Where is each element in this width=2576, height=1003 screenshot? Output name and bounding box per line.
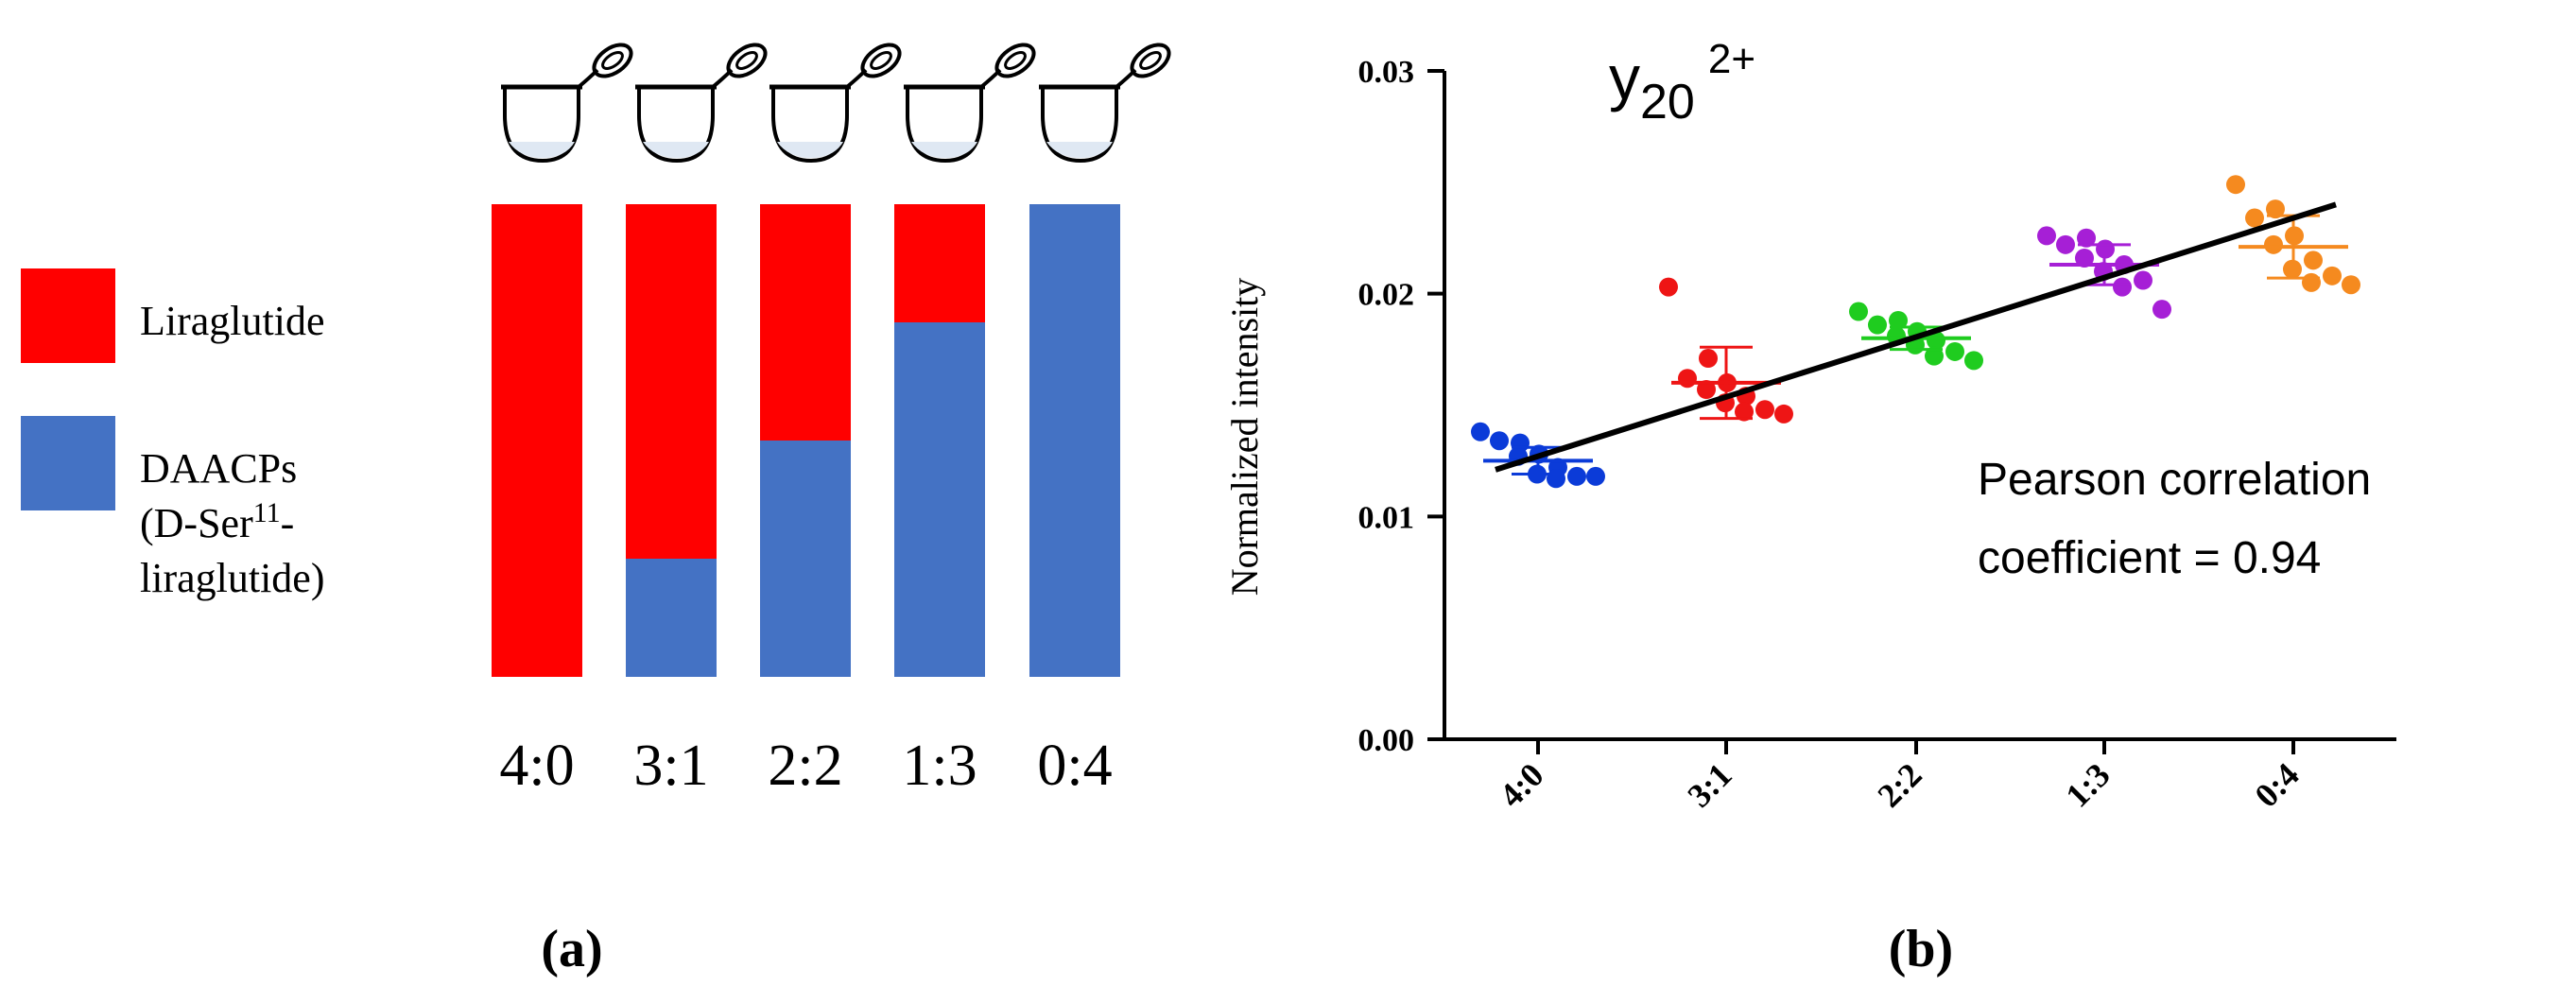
tube-liquid [911,142,977,158]
tube-body [637,87,715,164]
data-point [2264,234,2283,254]
stacked-bars [492,204,1120,677]
data-point [2302,272,2321,292]
tube-liquid [509,142,575,158]
legend-label-daacps: DAACPs (D-Ser11- liraglutide) [140,445,325,601]
plot-area-b [1471,175,2360,489]
data-point [1774,404,1793,424]
bar-category-label: 3:1 [633,734,708,798]
data-point [1678,369,1697,389]
tube-cap-outer [994,43,1036,78]
data-point [1945,341,1964,361]
x-tick-label: 3:1 [1680,755,1738,814]
tube-body [1041,87,1118,164]
data-point [2134,270,2152,290]
y-tick-label: 0.02 [1358,278,1415,313]
y-tick-label: 0.00 [1358,723,1415,758]
data-point [1567,466,1586,486]
bar-segment-daacps [760,441,851,677]
tube-icon [769,43,902,164]
tube-cap-inner [601,51,624,70]
bar-segment-liraglutide [894,204,985,322]
y-axis-label: Normalized intensity [1223,278,1266,597]
tube-body [503,87,580,164]
data-point [1755,400,1774,420]
bar-segment-daacps [894,322,985,677]
data-point [1547,469,1565,489]
bar-segment-liraglutide [760,204,851,441]
tube-liquid [643,142,709,158]
regression-line [1495,201,2337,473]
y-tick-label: 0.03 [1358,55,1415,90]
tube-cap-inner [870,51,892,70]
panel-label-a: (a) [541,920,602,978]
tube-row [501,43,1171,164]
data-point [2075,248,2094,268]
x-tick-label: 1:3 [2058,755,2117,814]
data-point [1471,422,1490,441]
panel-label-b: (b) [1889,920,1953,978]
data-point [2266,199,2285,219]
legend-swatch-daacps [21,416,115,510]
bar-segment-liraglutide [492,204,582,677]
tube-body [906,87,983,164]
legend-a: Liraglutide DAACPs (D-Ser11- liraglutide… [21,268,325,601]
data-point [2323,266,2342,285]
axes-b: 0.00 0.01 0.02 0.03 4:0 3:1 2:2 1:3 0:4 [1358,55,2396,815]
data-point [1586,466,1605,486]
tube-cap-outer [592,43,633,78]
data-point [2037,226,2056,246]
data-point [2226,175,2245,195]
bar-segment-daacps [1029,204,1120,677]
data-point [1849,302,1868,321]
tube-cap-outer [1130,43,1171,78]
pearson-annotation: Pearson correlation coefficient = 0.94 [1978,455,2384,583]
tube-icon [635,43,768,164]
tube-icon [904,43,1036,164]
data-point [2077,228,2096,248]
data-point [1490,431,1509,451]
bar-category-label: 1:3 [902,734,977,798]
tube-liquid [777,142,843,158]
bar-category-label: 4:0 [499,734,574,798]
legend-swatch-liraglutide [21,268,115,363]
data-point [1925,346,1944,366]
tube-cap-outer [860,43,902,78]
data-point [2056,234,2075,254]
x-tick-label: 2:2 [1870,755,1928,814]
tube-icon [501,43,633,164]
data-point [1889,310,1908,330]
data-point [2113,277,2132,297]
tube-body [771,87,849,164]
tube-cap-inner [1004,51,1027,70]
x-tick-label: 0:4 [2247,755,2306,814]
x-tick-label: 4:0 [1492,755,1550,814]
bar-category-labels: 4:0 3:1 2:2 1:3 0:4 [499,734,1112,798]
data-point [2152,300,2171,320]
data-point [1697,380,1716,400]
bar-segment-liraglutide [626,204,717,559]
data-point [2245,208,2264,228]
tube-cap-outer [726,43,768,78]
bar-segment-daacps [626,559,717,677]
tube-icon [1039,43,1171,164]
data-point [2304,251,2323,270]
data-point [1964,351,1983,371]
chart-title-b: y202+ [1609,36,1755,130]
data-point [1868,315,1887,335]
tube-cap-inner [735,51,758,70]
bar-category-label: 2:2 [768,734,842,798]
tube-cap-inner [1139,51,1162,70]
bar-category-label: 0:4 [1037,734,1112,798]
data-point [1659,277,1678,297]
data-point [1735,402,1754,422]
tube-liquid [1046,142,1113,158]
legend-label-liraglutide: Liraglutide [140,298,325,344]
y-tick-label: 0.01 [1358,500,1415,535]
data-point [1699,349,1718,369]
data-point [1927,331,1945,351]
data-point [2342,275,2360,295]
